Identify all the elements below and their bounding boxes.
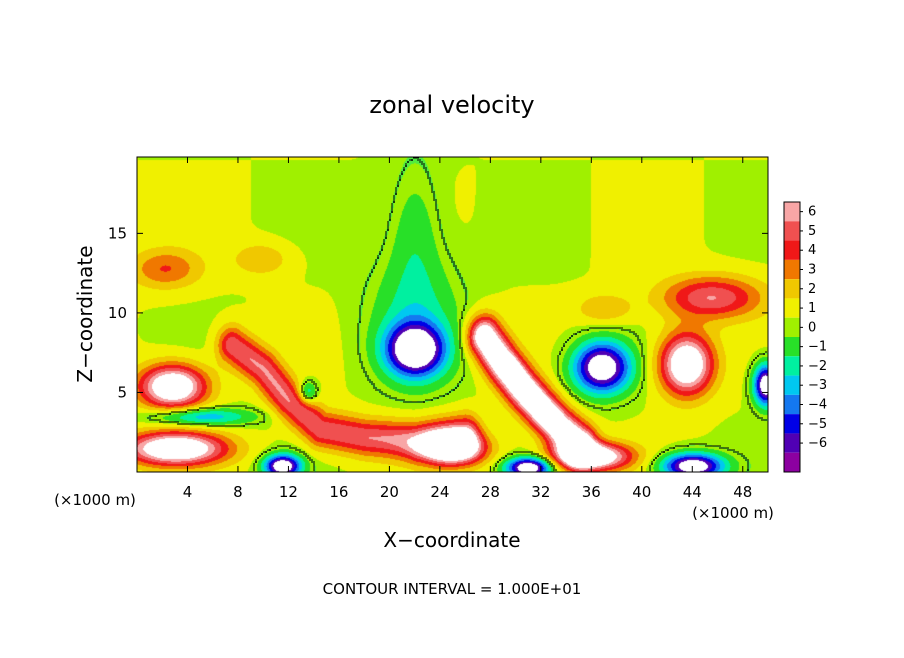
colorbar-swatch <box>784 433 800 453</box>
x-tick-label: 4 <box>183 483 193 501</box>
colorbar-label: −1 <box>808 340 827 355</box>
zero-contour-lines <box>147 157 767 471</box>
colorbar-swatch <box>784 259 800 280</box>
x-axis-unit-right: (×1000 m) <box>692 504 774 522</box>
x-axis-unit-left: (×1000 m) <box>54 491 136 509</box>
colorbar-swatch <box>784 279 800 299</box>
x-axis-label: X−coordinate <box>383 528 520 552</box>
colorbar-label: 4 <box>808 243 816 258</box>
colorbar-swatch <box>784 375 800 395</box>
x-tick-label: 40 <box>632 483 651 501</box>
plot-area <box>136 156 769 473</box>
y-axis: 5 10 15 <box>108 224 768 401</box>
colorbar-label: −2 <box>808 359 827 374</box>
colorbar-label: −3 <box>808 378 827 393</box>
shaded-field <box>137 157 768 472</box>
colorbar-label: −4 <box>808 398 827 413</box>
colorbar-swatch <box>784 240 800 260</box>
x-axis: 4 8 12 16 20 24 28 32 36 40 44 48 <box>183 157 752 501</box>
x-tick-label: 48 <box>733 483 752 501</box>
x-tick-label: 16 <box>329 483 348 501</box>
y-tick-label: 5 <box>117 383 127 401</box>
colorbar: 6 5 4 3 2 1 0 −1 −2 −3 −4 −5 −6 <box>783 201 827 473</box>
y-tick-label: 15 <box>108 224 127 242</box>
colorbar-label: 5 <box>808 224 816 239</box>
colorbar-label: 1 <box>808 301 816 316</box>
x-tick-label: 44 <box>683 483 702 501</box>
colorbar-label: 2 <box>808 282 816 297</box>
colorbar-swatch <box>784 298 800 318</box>
colorbar-label: 3 <box>808 263 816 278</box>
colorbar-label: 6 <box>808 205 816 220</box>
colorbar-label: 0 <box>808 320 816 335</box>
y-axis-label: Z−coordinate <box>73 245 97 382</box>
colorbar-swatch <box>784 202 800 222</box>
colorbar-label: −5 <box>808 417 827 432</box>
colorbar-swatch <box>784 414 800 434</box>
contour-interval-note: CONTOUR INTERVAL = 1.000E+01 <box>323 580 582 598</box>
chart-title: zonal velocity <box>369 91 534 119</box>
plot-frame <box>136 156 769 473</box>
x-tick-label: 8 <box>233 483 243 501</box>
colorbar-swatch <box>784 221 800 241</box>
x-tick-label: 36 <box>582 483 601 501</box>
colorbar-swatch <box>784 452 800 472</box>
colorbar-swatch <box>784 337 800 357</box>
x-tick-label: 12 <box>279 483 298 501</box>
colorbar-swatch <box>784 356 800 376</box>
y-tick-label: 10 <box>108 304 127 322</box>
x-tick-label: 32 <box>531 483 550 501</box>
x-tick-label: 20 <box>380 483 399 501</box>
colorbar-label: −6 <box>808 436 827 451</box>
x-tick-label: 28 <box>481 483 500 501</box>
x-tick-label: 24 <box>430 483 449 501</box>
colorbar-swatch <box>784 317 800 337</box>
colorbar-frame <box>783 201 801 473</box>
colorbar-swatch <box>784 394 800 415</box>
